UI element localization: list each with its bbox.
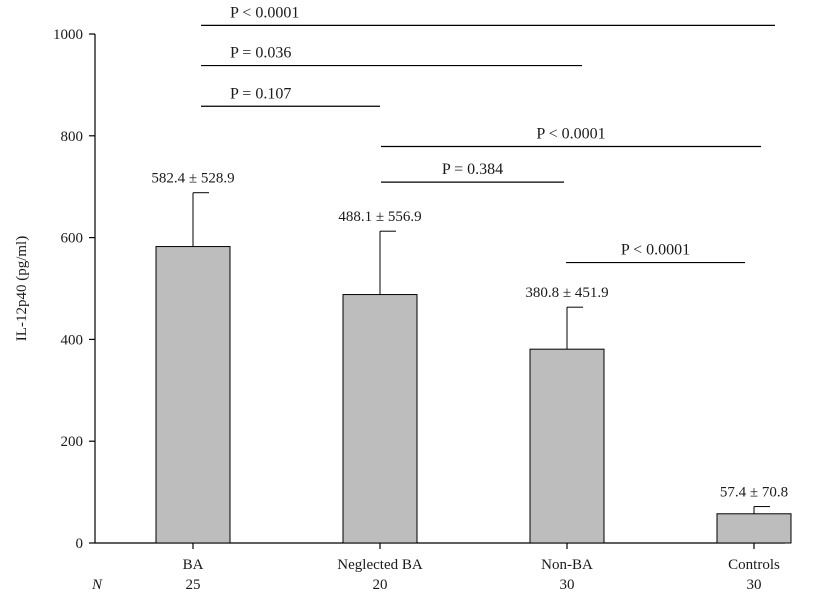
y-tick-label: 600 — [61, 231, 84, 247]
sample-size-label: 30 — [747, 577, 762, 593]
y-axis-title: IL-12p40 (pg/ml) — [14, 236, 30, 341]
y-tick-label: 800 — [61, 129, 84, 145]
x-category-label: Controls — [728, 557, 780, 573]
y-tick-label: 400 — [61, 332, 84, 348]
data-label: 582.4 ± 528.9 — [151, 171, 234, 187]
sample-size-label: 25 — [186, 577, 201, 593]
sample-size-label: 20 — [373, 577, 388, 593]
bar — [529, 348, 605, 544]
y-tick-label: 1000 — [53, 27, 83, 43]
bar — [716, 513, 792, 544]
significance-label: P = 0.107 — [230, 85, 291, 102]
y-tick-label: 200 — [61, 434, 84, 450]
plot-area: 0 200 400 600 800 1000 582.4 ± 528.9 BA 25 488.1 … — [53, 4, 792, 593]
x-category-label: BA — [183, 557, 204, 573]
bar — [155, 246, 231, 544]
data-label: 488.1 ± 556.9 — [338, 209, 421, 225]
sample-size-symbol: N — [91, 577, 103, 593]
data-label: 57.4 ± 70.8 — [720, 485, 788, 501]
x-category-label: Neglected BA — [337, 557, 423, 573]
significance-label: P < 0.0001 — [536, 125, 605, 142]
sample-size-label: 30 — [560, 577, 575, 593]
data-label: 380.8 ± 451.9 — [525, 285, 608, 301]
significance-label: P < 0.0001 — [230, 4, 299, 21]
x-category-label: Non-BA — [541, 557, 593, 573]
significance-label: P < 0.0001 — [621, 242, 690, 259]
significance-label: P = 0.384 — [442, 161, 503, 178]
y-tick-label: 0 — [76, 536, 84, 552]
bar — [342, 294, 418, 544]
significance-label: P = 0.036 — [230, 45, 291, 62]
